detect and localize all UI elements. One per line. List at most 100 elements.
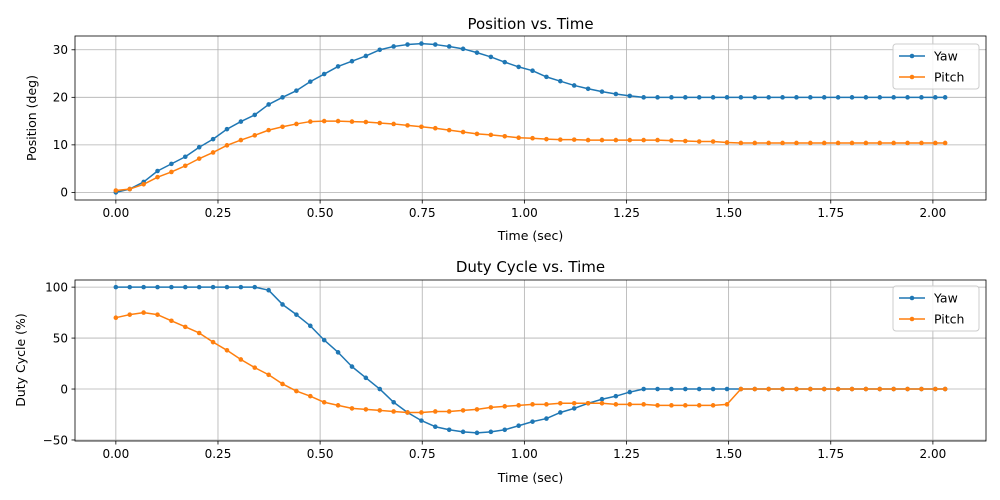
duty-cycle-chart-pitch-point — [933, 386, 938, 392]
duty-cycle-chart-pitch-point — [585, 401, 591, 406]
position-chart-xtick-label: 0.25 — [205, 206, 232, 220]
position-chart-yaw-point — [530, 68, 535, 73]
duty-cycle-chart-pitch-point — [280, 381, 285, 387]
duty-cycle-chart-pitch-point — [363, 407, 369, 412]
duty-cycle-chart-pitch-point — [127, 312, 133, 317]
duty-cycle-chart-xtick-label: 1.25 — [613, 447, 640, 461]
duty-cycle-chart-pitch-point — [224, 348, 230, 353]
position-chart-pitch-point — [933, 140, 938, 146]
duty-cycle-chart-yaw-point — [571, 406, 577, 411]
duty-cycle-chart: 0.00 0.25 0.50 0.75 1.00 1.25 1.50 1.75 2.00 −50 0… — [13, 258, 987, 485]
position-chart-yaw-point — [933, 95, 938, 100]
position-chart-yaw-point — [308, 79, 313, 84]
position-chart-yaw-point — [641, 95, 646, 100]
position-chart-pitch-point — [669, 138, 674, 143]
position-chart-yaw-point — [349, 58, 355, 64]
duty-cycle-chart-pitch-point — [808, 386, 813, 392]
duty-cycle-chart-yaw-point — [516, 423, 521, 429]
position-chart-pitch-point — [183, 163, 188, 169]
position-chart-pitch-point — [942, 140, 948, 146]
position-chart-ticks: 0.00 0.25 0.50 0.75 1.00 1.25 1.50 1.75 2.00 0 10 2… — [53, 43, 947, 220]
duty-cycle-chart-pitch-point — [419, 410, 424, 415]
position-chart-yaw-point — [613, 91, 619, 97]
duty-cycle-chart-legend-pitch-marker — [909, 316, 915, 322]
duty-cycle-chart-pitch-point — [405, 410, 410, 415]
position-chart-yaw-point — [905, 95, 910, 100]
position-chart-ytick-label: 30 — [53, 43, 68, 57]
duty-cycle-chart-yaw-point — [460, 429, 466, 435]
duty-cycle-chart-pitch-point — [530, 402, 535, 407]
duty-cycle-chart-pitch-point — [141, 310, 146, 315]
position-chart-yaw-point — [710, 95, 716, 100]
position-chart-yaw-point — [558, 78, 563, 84]
position-chart-pitch-point — [294, 121, 299, 127]
duty-cycle-chart-ytick-label: 100 — [45, 280, 68, 294]
position-chart-yaw-point — [183, 154, 188, 160]
position-chart-yaw-point — [627, 93, 633, 99]
duty-cycle-chart-xtick-label: 1.75 — [817, 447, 844, 461]
position-chart-pitch-point — [530, 135, 535, 141]
position-chart-yaw-point — [752, 95, 758, 100]
position-chart-yaw-point — [794, 95, 799, 100]
position-chart-legend-pitch-label: Pitch — [934, 70, 964, 85]
position-chart-yaw-point — [516, 64, 521, 70]
position-chart-legend-yaw-label: Yaw — [933, 49, 958, 64]
duty-cycle-chart-pitch-point — [321, 399, 327, 405]
position-chart-yaw-point — [252, 112, 258, 118]
position-chart-yaw-point — [196, 144, 202, 150]
position-chart-pitch-point — [780, 140, 785, 146]
position-chart-yaw-point — [780, 95, 785, 100]
position-chart-xtick-label: 1.75 — [817, 206, 844, 220]
duty-cycle-chart-xtick-label: 1.50 — [715, 447, 742, 461]
position-chart-yaw-point — [919, 95, 924, 100]
position-chart-yaw-point — [669, 95, 674, 100]
duty-cycle-chart-yaw-point — [308, 323, 313, 329]
duty-cycle-chart-pitch-point — [308, 393, 313, 399]
duty-cycle-chart-yaw-point — [696, 386, 702, 392]
duty-cycle-chart-pitch-point — [210, 339, 216, 345]
duty-cycle-chart-xtick-label: 0.75 — [409, 447, 436, 461]
duty-cycle-chart-pitch-point — [863, 386, 869, 392]
duty-cycle-chart-yaw-point — [419, 418, 424, 423]
position-chart-legend-pitch-marker — [909, 74, 915, 80]
duty-cycle-chart-yaw-point — [210, 284, 216, 290]
position-chart-pitch-point — [891, 140, 896, 146]
duty-cycle-chart-legend-yaw-marker — [909, 295, 915, 301]
duty-cycle-chart-pitch-point — [196, 330, 202, 336]
position-chart-pitch-point — [252, 133, 258, 138]
duty-cycle-chart-yaw-point — [710, 386, 716, 392]
duty-cycle-chart-pitch-point — [252, 365, 258, 370]
duty-cycle-chart-pitch-point — [294, 388, 299, 394]
position-chart-ytick-label: 0 — [60, 186, 68, 200]
duty-cycle-chart-yaw-point — [544, 416, 549, 421]
position-chart-xtick-label: 1.25 — [613, 206, 640, 220]
duty-cycle-chart-pitch-point — [544, 402, 549, 407]
position-chart-pitch-point — [349, 119, 355, 124]
position-chart-pitch-point — [196, 156, 202, 161]
duty-cycle-chart-pitch-point — [752, 386, 758, 392]
position-chart-pitch-point — [238, 137, 244, 143]
position-chart-pitch-point — [849, 140, 855, 146]
position-chart-pitch-point — [641, 137, 646, 143]
position-chart-ylabel: Position (deg) — [24, 75, 39, 161]
duty-cycle-chart-pitch-point — [655, 403, 660, 408]
duty-cycle-chart-pitch-point — [502, 404, 508, 409]
duty-cycle-chart-pitch-point — [433, 409, 438, 414]
duty-cycle-chart-yaw-point — [377, 386, 383, 392]
duty-cycle-chart-series — [113, 284, 948, 436]
duty-cycle-chart-pitch-point — [238, 357, 244, 362]
position-chart-pitch-point — [738, 140, 744, 146]
duty-cycle-chart-pitch-point — [724, 402, 730, 407]
duty-cycle-chart-pitch-point — [516, 403, 521, 408]
duty-cycle-chart-pitch-point — [696, 403, 702, 408]
position-chart-title: Position vs. Time — [467, 15, 593, 33]
position-chart-pitch-point — [266, 127, 271, 133]
duty-cycle-chart-xtick-label: 0.25 — [205, 447, 232, 461]
position-chart-pitch-point — [821, 140, 827, 146]
position-chart-frame — [74, 35, 987, 201]
duty-cycle-chart-yaw-point — [238, 284, 244, 290]
position-chart-pitch-point — [655, 137, 660, 143]
position-chart-yaw-point — [169, 161, 174, 167]
position-chart-pitch-point — [321, 118, 327, 124]
